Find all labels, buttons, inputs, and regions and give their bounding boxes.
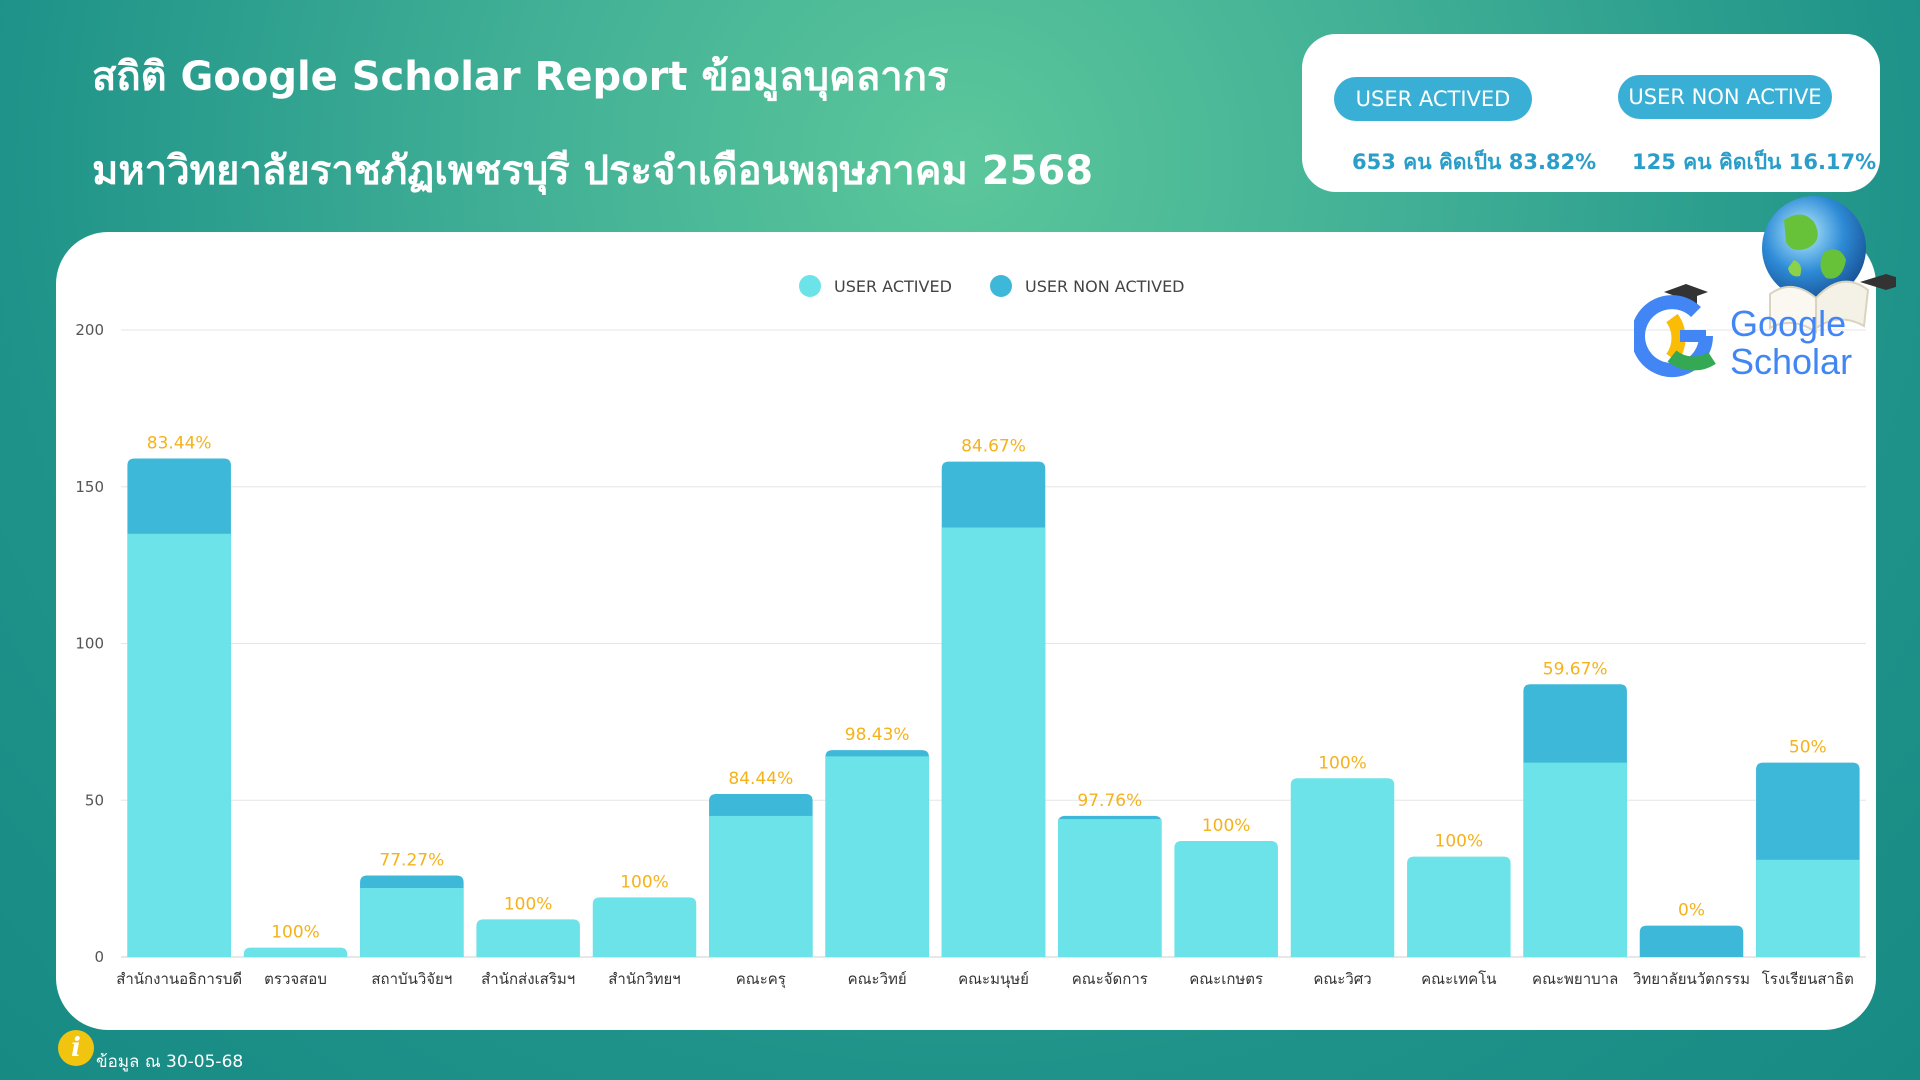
- legend-swatch-nonactive: [990, 275, 1012, 297]
- x-tick-label: วิทยาลัยนวัตกรรม: [1632, 970, 1750, 988]
- y-tick-label: 0: [94, 948, 104, 966]
- data-label: 97.76%: [1077, 791, 1142, 811]
- data-label: 100%: [504, 894, 553, 914]
- x-tick-label: คณะวิศว: [1313, 970, 1371, 988]
- data-label: 100%: [1435, 832, 1484, 852]
- bar-segment-active: [1407, 856, 1511, 957]
- x-tick-label: คณะเทคโน: [1421, 970, 1496, 988]
- bar-segment-active: [1756, 859, 1860, 957]
- legend-swatch-active: [799, 275, 821, 297]
- y-tick-label: 150: [75, 478, 104, 496]
- nonactive-users-count: 125 คน คิดเป็น 16.17%: [1632, 150, 1877, 174]
- data-label: 100%: [271, 923, 320, 943]
- y-tick-label: 100: [75, 635, 104, 653]
- bar-segment-active: [1058, 819, 1162, 957]
- x-tick-label: คณะพยาบาล: [1532, 970, 1618, 988]
- active-users-badge: USER ACTIVED: [1334, 77, 1532, 121]
- data-label: 83.44%: [147, 434, 212, 454]
- x-tick-label: ตรวจสอบ: [264, 970, 327, 988]
- page-subtitle: มหาวิทยาลัยราชภัฏเพชรบุรี ประจำเดือนพฤษภ…: [92, 148, 1094, 194]
- data-date: ข้อมูล ณ 30-05-68: [96, 1052, 244, 1072]
- logo-text-google: Google: [1730, 303, 1846, 344]
- bar-segment-active: [941, 527, 1046, 957]
- data-label: 84.67%: [961, 437, 1026, 457]
- x-tick-label: สำนักส่งเสริมฯ: [481, 970, 575, 988]
- x-tick-label: คณะวิทย์: [848, 970, 907, 988]
- stacked-bar-chart: 0 50 100 150 200 USER ACTIVED USER NON ACTIVED…: [75, 275, 1866, 989]
- data-label: 84.44%: [728, 769, 793, 789]
- google-scholar-logo: Google Scholar: [1634, 196, 1896, 382]
- data-label: 59.67%: [1543, 659, 1608, 679]
- active-users-count: 653 คน คิดเป็น 83.82%: [1352, 150, 1597, 174]
- x-tick-label: โรงเรียนสาธิต: [1762, 970, 1854, 988]
- x-tick-label: สำนักงานอธิการบดี: [116, 970, 242, 988]
- bar-segment-active: [243, 947, 348, 957]
- stats-card: USER ACTIVED USER NON ACTIVE 653 คน คิดเ…: [1302, 34, 1880, 192]
- y-tick-label: 50: [85, 791, 104, 809]
- bar-segment-active: [1174, 841, 1278, 957]
- data-label: 98.43%: [845, 725, 910, 745]
- page-title: สถิติ Google Scholar Report ข้อมูลบุคลาก…: [92, 54, 949, 100]
- bar-segment-active: [709, 815, 813, 957]
- x-tick-label: คณะเกษตร: [1189, 970, 1263, 988]
- data-label: 100%: [1318, 753, 1367, 773]
- chart-card: 0 50 100 150 200 USER ACTIVED USER NON ACTIVED…: [56, 232, 1876, 1030]
- data-label: 100%: [620, 872, 669, 892]
- x-tick-label: คณะครุ: [736, 970, 786, 989]
- bar-segment-active: [825, 756, 929, 957]
- nonactive-users-badge: USER NON ACTIVE: [1618, 75, 1832, 119]
- legend-label-nonactive: USER NON ACTIVED: [1025, 277, 1185, 296]
- data-label: 0%: [1678, 901, 1705, 921]
- data-label: 100%: [1202, 816, 1251, 836]
- legend-label-active: USER ACTIVED: [834, 277, 952, 296]
- y-tick-label: 200: [75, 321, 104, 339]
- data-label: 50%: [1789, 738, 1827, 758]
- x-tick-label: สำนักวิทยฯ: [608, 970, 680, 988]
- info-icon: i: [58, 1030, 94, 1066]
- logo-text-scholar: Scholar: [1730, 341, 1852, 382]
- x-tick-label: สถาบันวิจัยฯ: [371, 970, 452, 988]
- bar-segment-active: [592, 897, 697, 957]
- bar-segment-nonactive: [1639, 925, 1744, 957]
- bar-segment-active: [1523, 762, 1627, 957]
- data-label: 77.27%: [379, 850, 444, 870]
- bar-segment-active: [1290, 778, 1395, 957]
- bar-segment-active: [476, 919, 580, 957]
- x-tick-label: คณะจัดการ: [1072, 970, 1148, 988]
- bar-segment-active: [127, 533, 231, 957]
- x-tick-label: คณะมนุษย์: [958, 970, 1029, 989]
- bar-segment-active: [360, 888, 464, 957]
